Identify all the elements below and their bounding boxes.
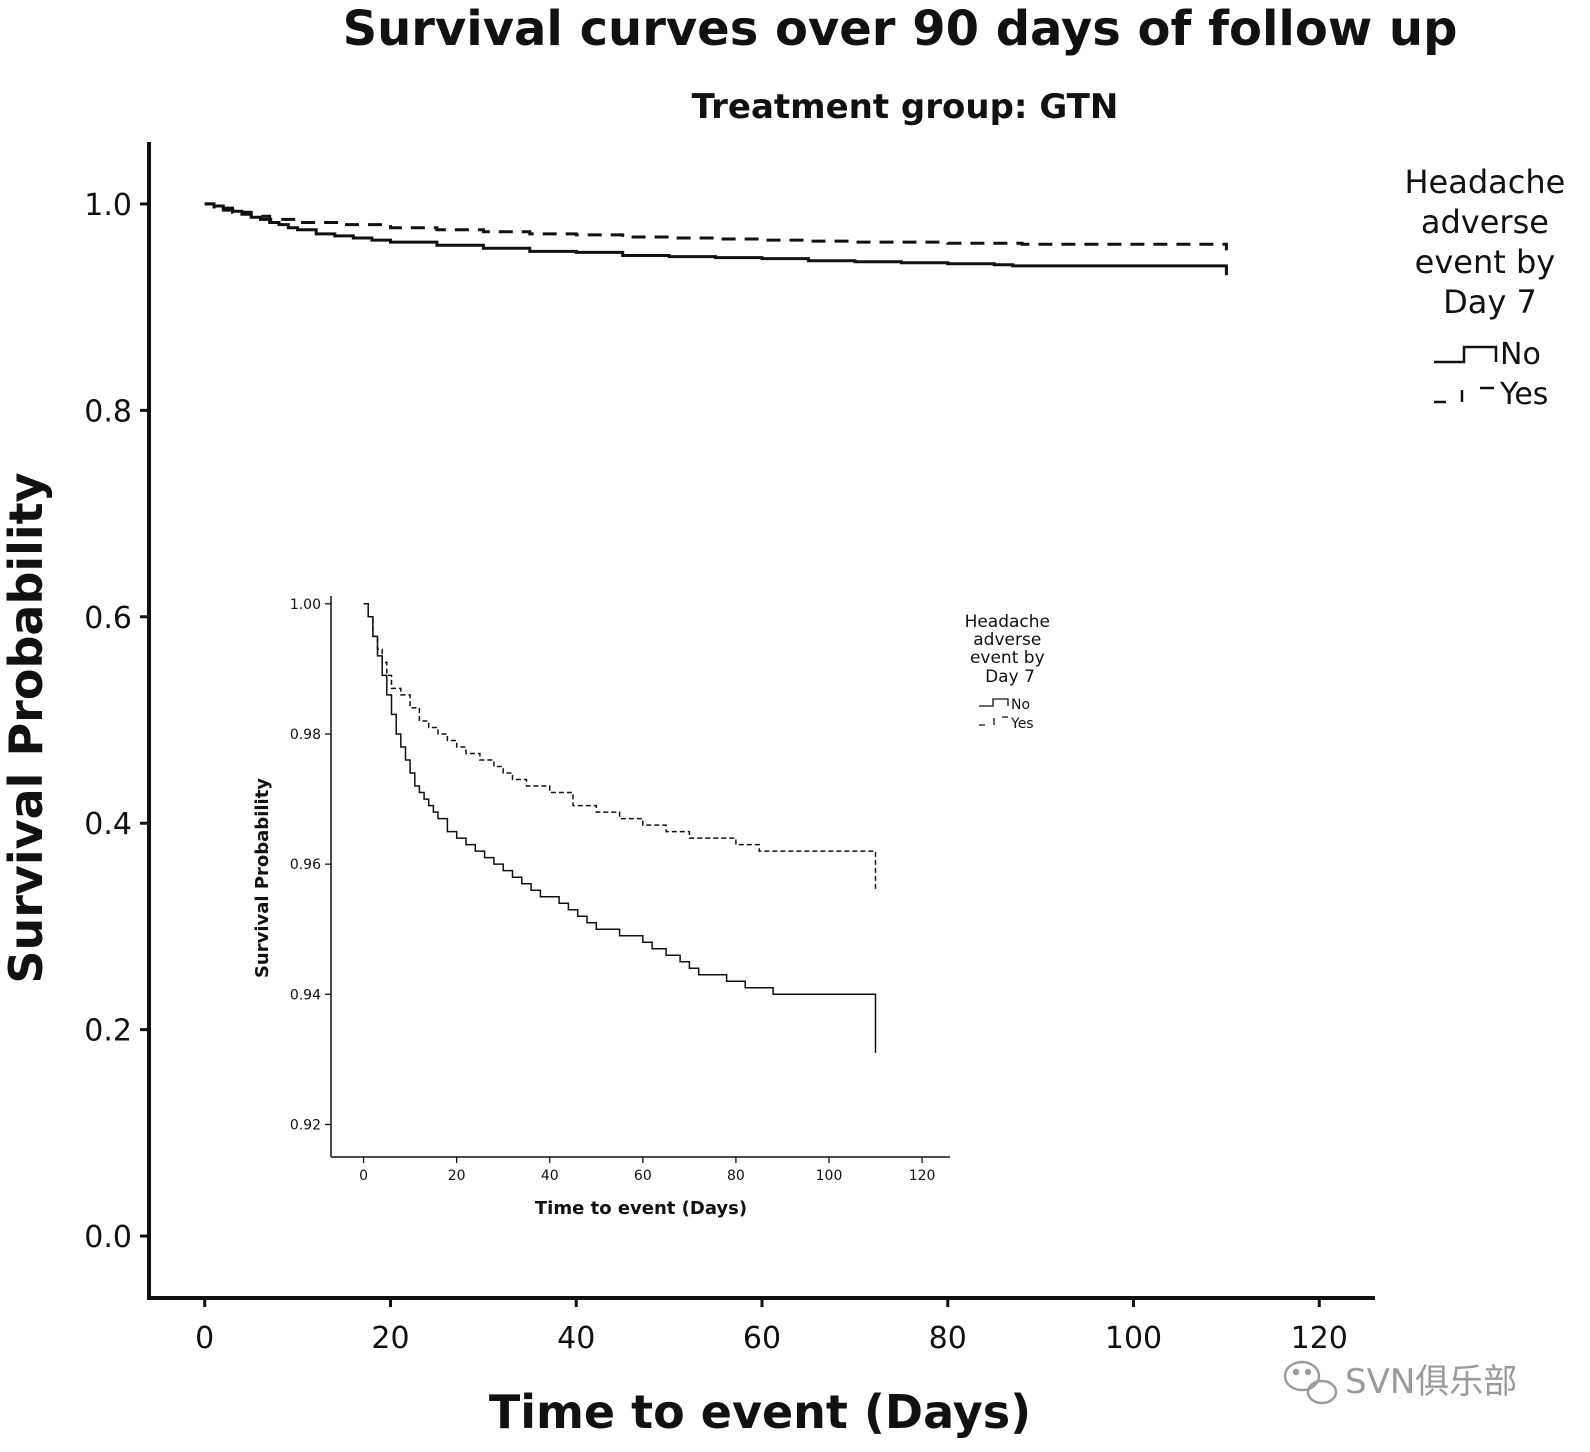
inset-y-tick-label: 0.92 bbox=[290, 1117, 321, 1133]
inset-legend-yes-label: Yes bbox=[1010, 716, 1034, 732]
watermark-text: SVN俱乐部 bbox=[1345, 1362, 1517, 1402]
main-y-tick-label: 0.4 bbox=[84, 807, 132, 842]
chart-title: Survival curves over 90 days of follow u… bbox=[343, 1, 1458, 57]
inset-x-tick-label: 60 bbox=[634, 1168, 652, 1184]
main-legend-title: Headache adverse event by Day 7 bbox=[1404, 163, 1575, 321]
main-y-tick-label: 0.8 bbox=[84, 394, 132, 429]
inset-legend-title-line-1: Headache bbox=[965, 612, 1050, 632]
main-series-no-line bbox=[204, 202, 1228, 276]
chart-subtitle: Treatment group: GTN bbox=[692, 87, 1119, 127]
inset-series-yes-line bbox=[363, 603, 877, 891]
inset-x-tick-label: 20 bbox=[448, 1168, 466, 1184]
main-y-tick-label: 0.2 bbox=[84, 1014, 132, 1049]
inset-y-tick-label: 0.94 bbox=[290, 987, 321, 1003]
inset-legend: Headache adverse event by Day 7 No Yes bbox=[965, 612, 1056, 732]
inset-x-tick-label: 0 bbox=[359, 1168, 368, 1184]
main-y-axis-label: Survival Probability bbox=[0, 472, 53, 983]
inset-series-group bbox=[363, 603, 877, 1053]
main-y-tick-label: 0.6 bbox=[84, 601, 132, 636]
inset-chart: 0.92 0.94 0.96 0.98 1.00 0 20 40 60 80 100 120 Sur… bbox=[252, 596, 1056, 1219]
inset-y-axis-label: Survival Probability bbox=[252, 778, 273, 978]
main-y-ticks: 0.0 0.2 0.4 0.6 0.8 1.0 bbox=[84, 188, 149, 1255]
main-legend: Headache adverse event by Day 7 No Yes bbox=[1404, 163, 1575, 412]
main-x-tick-label: 0 bbox=[195, 1321, 214, 1356]
wechat-icon bbox=[1283, 1360, 1338, 1405]
main-x-tick-label: 100 bbox=[1105, 1321, 1162, 1356]
inset-legend-title-line-3: event by bbox=[970, 648, 1045, 668]
inset-x-tick-label: 100 bbox=[816, 1168, 843, 1184]
main-legend-no-swatch bbox=[1434, 345, 1498, 364]
inset-legend-title-line-4: Day 7 bbox=[985, 667, 1035, 687]
inset-legend-no-swatch bbox=[979, 698, 1009, 707]
inset-legend-title-line-2: adverse bbox=[973, 630, 1041, 650]
main-series-group bbox=[204, 202, 1228, 276]
main-legend-yes-swatch bbox=[1434, 386, 1494, 404]
inset-legend-title: Headache adverse event by Day 7 bbox=[965, 612, 1056, 687]
main-legend-title-line-4: Day 7 bbox=[1443, 283, 1537, 321]
inset-legend-yes-swatch bbox=[979, 716, 1008, 726]
inset-y-tick-label: 1.00 bbox=[290, 597, 321, 613]
main-x-ticks: 0 20 40 60 80 100 120 bbox=[195, 1298, 1348, 1356]
main-y-tick-label: 0.0 bbox=[84, 1220, 132, 1255]
main-series-yes-line bbox=[204, 202, 1228, 251]
inset-series-no-line bbox=[363, 603, 877, 1053]
inset-x-axis-label: Time to event (Days) bbox=[535, 1198, 747, 1219]
inset-x-ticks: 0 20 40 60 80 100 120 bbox=[359, 1157, 935, 1184]
main-x-tick-label: 40 bbox=[557, 1321, 595, 1356]
inset-x-tick-label: 40 bbox=[541, 1168, 559, 1184]
inset-x-tick-label: 120 bbox=[909, 1168, 936, 1184]
main-x-tick-label: 60 bbox=[743, 1321, 781, 1356]
main-legend-title-line-2: adverse bbox=[1421, 203, 1549, 241]
inset-x-tick-label: 80 bbox=[727, 1168, 745, 1184]
inset-y-tick-label: 0.98 bbox=[290, 727, 321, 743]
main-x-tick-label: 20 bbox=[371, 1321, 409, 1356]
inset-y-ticks: 0.92 0.94 0.96 0.98 1.00 bbox=[290, 597, 331, 1133]
inset-legend-no-label: No bbox=[1011, 697, 1030, 713]
main-x-tick-label: 80 bbox=[929, 1321, 967, 1356]
main-legend-title-line-3: event by bbox=[1415, 243, 1556, 281]
main-legend-yes-label: Yes bbox=[1499, 377, 1548, 412]
main-y-tick-label: 1.0 bbox=[84, 188, 132, 223]
main-x-axis-label: Time to event (Days) bbox=[489, 1385, 1031, 1439]
watermark: SVN俱乐部 bbox=[1283, 1360, 1517, 1405]
main-legend-title-line-1: Headache bbox=[1404, 163, 1565, 201]
inset-y-tick-label: 0.96 bbox=[290, 857, 321, 873]
main-legend-no-label: No bbox=[1500, 337, 1541, 372]
main-x-tick-label: 120 bbox=[1291, 1321, 1348, 1356]
